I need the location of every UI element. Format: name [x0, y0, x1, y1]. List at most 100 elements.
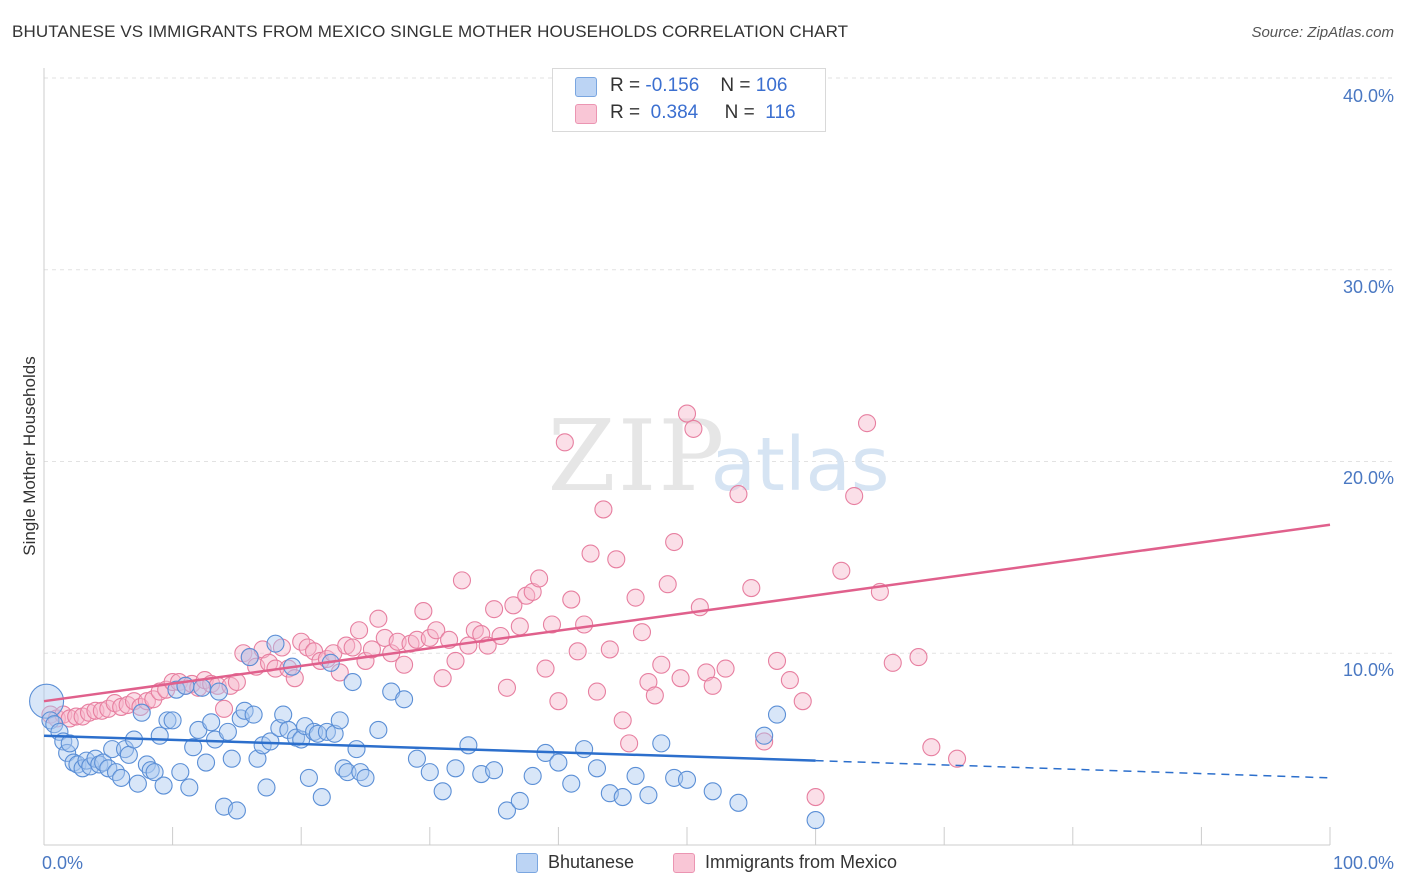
n-value-mexico: 116 — [765, 102, 796, 123]
point-mexico — [587, 682, 607, 701]
point-mexico — [285, 669, 304, 688]
point-bhutanese — [184, 738, 203, 757]
point-mexico — [948, 749, 967, 768]
point-bhutanese — [767, 705, 787, 724]
watermark: ZIP atlas — [548, 400, 890, 514]
point-bhutanese — [510, 791, 529, 810]
point-mexico — [665, 532, 684, 552]
point-bhutanese — [626, 766, 645, 786]
point-bhutanese — [279, 720, 298, 740]
trend-lines — [43, 523, 1331, 779]
point-bhutanese — [244, 705, 263, 724]
trend-line-bhutanese — [43, 734, 816, 762]
point-bhutanese — [330, 711, 349, 730]
point-bhutanese — [257, 778, 276, 797]
point-mexico — [729, 485, 748, 504]
data-points — [29, 404, 967, 830]
point-mexico — [845, 486, 864, 506]
r-label: R = — [610, 102, 641, 123]
point-mexico — [806, 788, 825, 807]
point-bhutanese — [171, 763, 190, 782]
point-mexico — [452, 571, 472, 590]
point-bhutanese — [235, 701, 254, 720]
y-tick-label-30: 30.0% — [1342, 277, 1394, 297]
point-bhutanese — [180, 778, 199, 797]
point-mexico — [214, 699, 234, 718]
r-value-mexico: 0.384 — [650, 102, 699, 123]
point-bhutanese — [356, 768, 375, 787]
stats-legend: R = -0.156 N = 106 R = 0.384 N = 116 — [552, 68, 826, 132]
point-mexico — [594, 500, 613, 519]
point-bhutanese — [266, 634, 285, 653]
x-tick-label-0: 0.0% — [42, 853, 84, 873]
point-mexico — [922, 738, 941, 757]
point-mexico — [780, 671, 799, 690]
point-mexico — [362, 640, 381, 659]
point-mexico — [530, 569, 549, 588]
point-bhutanese — [222, 749, 241, 768]
blue-swatch — [516, 853, 538, 873]
point-bhutanese — [485, 761, 504, 780]
point-bhutanese — [755, 726, 774, 745]
point-bhutanese — [338, 763, 357, 782]
point-mexico — [427, 621, 446, 640]
point-bhutanese — [613, 788, 632, 807]
point-mexico — [581, 544, 600, 563]
point-bhutanese — [587, 759, 607, 778]
point-mexico — [497, 678, 517, 697]
point-mexico — [137, 692, 156, 711]
point-mexico — [542, 615, 562, 634]
point-mexico — [330, 663, 349, 682]
trend-line-mexico — [43, 523, 1331, 703]
point-bhutanese — [150, 726, 169, 745]
point-mexico — [742, 579, 761, 598]
point-bhutanese — [446, 759, 465, 778]
point-mexico — [909, 648, 928, 667]
legend-label-bhutanese: Bhutanese — [548, 852, 635, 872]
point-bhutanese — [145, 763, 164, 782]
source-label: Source: ZipAtlas.com — [1251, 24, 1394, 41]
point-mexico — [575, 615, 594, 634]
r-label: R = — [610, 75, 641, 96]
point-bhutanese — [103, 740, 122, 759]
blue-swatch — [575, 77, 597, 97]
point-mexico — [491, 626, 510, 646]
point-mexico — [420, 628, 439, 647]
n-label: N = — [720, 75, 751, 96]
point-mexico — [549, 692, 568, 711]
point-mexico — [652, 655, 671, 674]
point-bhutanese — [274, 705, 293, 724]
point-mexico — [716, 659, 735, 678]
point-mexico — [755, 732, 774, 751]
point-bhutanese — [433, 782, 452, 801]
point-mexico — [626, 588, 645, 607]
point-mexico — [485, 600, 504, 619]
point-mexico — [144, 690, 163, 709]
point-bhutanese — [347, 740, 366, 759]
point-bhutanese — [729, 793, 748, 812]
point-bhutanese — [312, 788, 331, 807]
point-mexico — [658, 575, 677, 594]
legend-label-mexico: Immigrants from Mexico — [705, 852, 898, 872]
point-bhutanese — [575, 740, 594, 759]
point-bhutanese — [703, 782, 722, 801]
point-bhutanese — [549, 753, 568, 772]
point-bhutanese — [163, 711, 182, 730]
point-bhutanese — [806, 811, 825, 830]
point-bhutanese — [94, 753, 113, 772]
point-bhutanese — [218, 722, 237, 741]
x-tick-label-100: 100.0% — [1332, 853, 1394, 873]
point-mexico — [555, 433, 574, 452]
point-mexico — [671, 669, 690, 688]
gridlines — [44, 77, 1392, 654]
point-bhutanese — [227, 801, 246, 820]
point-bhutanese — [112, 768, 131, 787]
point-mexico — [645, 686, 664, 705]
point-mexico — [350, 621, 369, 640]
point-bhutanese — [193, 678, 212, 697]
point-mexico — [504, 596, 523, 615]
chart-title: BHUTANESE VS IMMIGRANTS FROM MEXICO SING… — [12, 22, 849, 41]
point-mexico — [620, 734, 639, 753]
point-bhutanese — [119, 745, 138, 764]
